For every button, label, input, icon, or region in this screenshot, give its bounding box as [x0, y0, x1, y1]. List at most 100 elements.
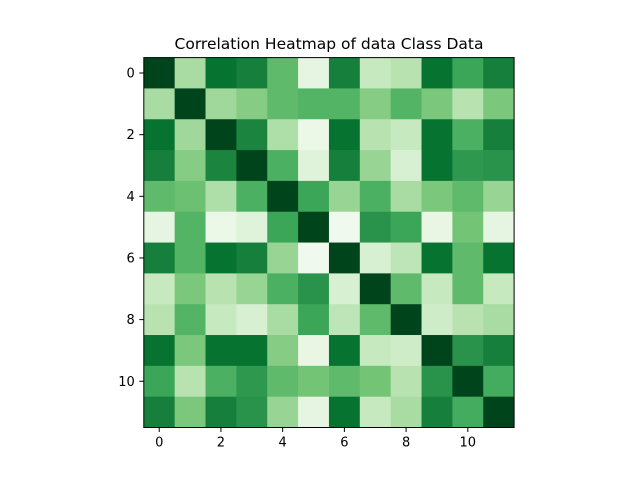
y-tick-label-10: 10	[118, 375, 135, 390]
x-tick-label-0: 0	[155, 436, 163, 451]
y-tick-label-6: 6	[127, 251, 135, 266]
heatmap-cell-0-5	[298, 57, 330, 89]
heatmap-cell-1-5	[298, 88, 330, 120]
heatmap-cell-6-0	[143, 242, 176, 274]
heatmap-cell-1-2	[205, 88, 237, 120]
heatmap-cell-5-3	[236, 211, 268, 243]
heatmap-cell-1-0	[143, 88, 176, 120]
heatmap-cell-8-5	[298, 304, 330, 336]
heatmap-cell-3-11	[483, 150, 515, 182]
chart-title: Correlation Heatmap of data Class Data	[175, 35, 484, 53]
heatmap-cell-3-10	[452, 150, 484, 182]
heatmap-cell-10-10	[452, 365, 484, 398]
heatmap-cell-5-2	[205, 211, 237, 243]
heatmap-cell-11-3	[236, 396, 268, 428]
heatmap-cell-0-2	[205, 57, 237, 89]
heatmap-cell-1-1	[174, 88, 206, 120]
heatmap-cell-11-11	[483, 396, 515, 428]
heatmap-cell-2-1	[174, 119, 206, 151]
heatmap-cell-5-7	[359, 211, 392, 243]
heatmap-cell-3-1	[174, 150, 206, 182]
heatmap-cell-10-6	[328, 365, 361, 398]
x-tick-label-4: 4	[279, 436, 287, 451]
x-tick-label-8: 8	[402, 436, 410, 451]
y-axis: 0 2 4 6 8 10	[118, 67, 144, 390]
plot-frame	[143, 57, 515, 428]
heatmap-cell-1-4	[267, 88, 299, 120]
x-tick-label-6: 6	[340, 436, 348, 451]
heatmap-cell-0-10	[452, 57, 484, 89]
heatmap-cell-2-0	[143, 119, 176, 151]
heatmap-cell-7-10	[452, 273, 484, 305]
heatmap-cell-5-8	[390, 211, 422, 243]
heatmap-cell-2-7	[359, 119, 392, 151]
heatmap-cell-0-8	[390, 57, 422, 89]
heatmap-cell-5-4	[267, 211, 299, 243]
heatmap-cell-4-8	[390, 180, 422, 213]
heatmap-cell-11-5	[298, 396, 330, 428]
heatmap-cell-8-2	[205, 304, 237, 336]
heatmap-cell-8-6	[328, 304, 361, 336]
heatmap-cell-5-11	[483, 211, 515, 243]
heatmap-cell-3-2	[205, 150, 237, 182]
heatmap-cell-9-5	[298, 335, 330, 367]
heatmap-cell-5-6	[328, 211, 361, 243]
heatmap-cell-11-0	[143, 396, 176, 428]
heatmap-cell-2-8	[390, 119, 422, 151]
heatmap-cell-9-1	[174, 335, 206, 367]
heatmap-cell-1-6	[328, 88, 361, 120]
heatmap-cell-4-3	[236, 180, 268, 213]
heatmap-cell-5-9	[421, 211, 453, 243]
heatmap-cell-10-0	[143, 365, 176, 398]
heatmap-cell-3-7	[359, 150, 392, 182]
heatmap-cell-8-3	[236, 304, 268, 336]
heatmap-cell-6-1	[174, 242, 206, 274]
heatmap-cell-1-10	[452, 88, 484, 120]
heatmap-cell-9-3	[236, 335, 268, 367]
heatmap-cell-0-1	[174, 57, 206, 89]
heatmap-cell-3-3	[236, 150, 268, 182]
heatmap-cell-6-5	[298, 242, 330, 274]
heatmap-cell-2-9	[421, 119, 453, 151]
heatmap-cell-10-4	[267, 365, 299, 398]
heatmap-cell-11-6	[328, 396, 361, 428]
heatmap-cell-7-1	[174, 273, 206, 305]
heatmap-cell-0-6	[328, 57, 361, 89]
heatmap-cell-8-8	[390, 304, 422, 336]
heatmap-cell-3-4	[267, 150, 299, 182]
heatmap-cell-7-4	[267, 273, 299, 305]
heatmap-cell-4-7	[359, 180, 392, 213]
x-tick-label-2: 2	[217, 436, 225, 451]
heatmap-cell-1-11	[483, 88, 515, 120]
heatmap-cell-1-7	[359, 88, 392, 120]
heatmap-cell-4-10	[452, 180, 484, 213]
heatmap-cell-6-7	[359, 242, 392, 274]
heatmap-cell-6-8	[390, 242, 422, 274]
heatmap-cell-2-4	[267, 119, 299, 151]
heatmap-cell-4-9	[421, 180, 453, 213]
heatmap-cell-2-2	[205, 119, 237, 151]
heatmap-cell-8-10	[452, 304, 484, 336]
heatmap-cell-4-11	[483, 180, 515, 213]
heatmap-cell-9-11	[483, 335, 515, 367]
heatmap-cell-9-10	[452, 335, 484, 367]
heatmap-cell-10-9	[421, 365, 453, 398]
heatmap-cell-4-2	[205, 180, 237, 213]
heatmap-cell-0-11	[483, 57, 515, 89]
heatmap-cell-5-5	[298, 211, 330, 243]
heatmap-cell-4-0	[143, 180, 176, 213]
heatmap-cell-9-6	[328, 335, 361, 367]
heatmap-cell-11-10	[452, 396, 484, 428]
heatmap-cell-11-9	[421, 396, 453, 428]
heatmap-cell-11-2	[205, 396, 237, 428]
heatmap-cell-8-4	[267, 304, 299, 336]
heatmap-cell-7-11	[483, 273, 515, 305]
heatmap-cell-8-1	[174, 304, 206, 336]
heatmap-cell-9-9	[421, 335, 453, 367]
heatmap-cell-7-6	[328, 273, 361, 305]
heatmap-cell-10-1	[174, 365, 206, 398]
heatmap-cell-2-6	[328, 119, 361, 151]
heatmap-cells	[143, 57, 515, 428]
heatmap-cell-3-5	[298, 150, 330, 182]
